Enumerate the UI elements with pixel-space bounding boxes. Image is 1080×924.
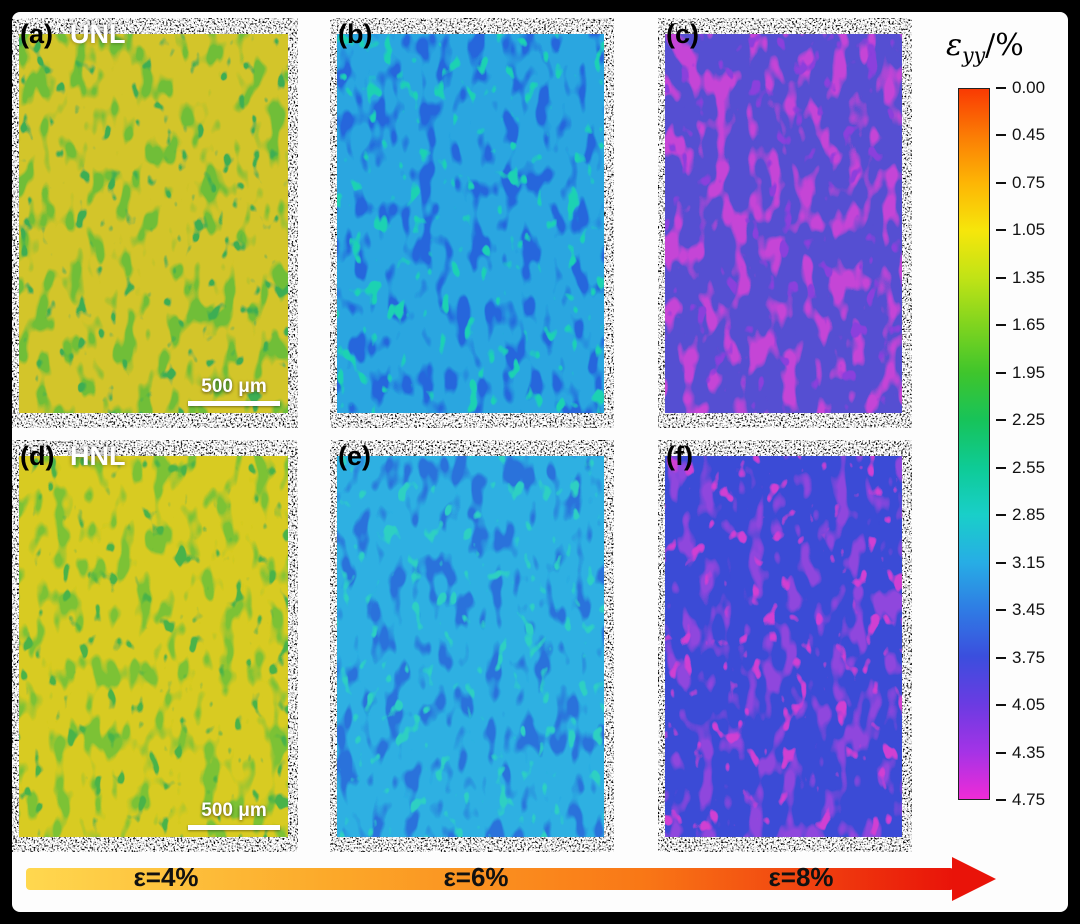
colorbar-tick-label: 4.05 xyxy=(1012,695,1046,715)
strain-map xyxy=(19,456,288,837)
strain-axis: ε=4% ε=6% ε=8% xyxy=(26,850,1040,906)
colorbar-tick: 3.45 xyxy=(996,600,1045,620)
scale-bar: 500 μm xyxy=(188,800,280,830)
panel-label-a: (a) xyxy=(20,19,53,49)
colorbar-tick: 1.05 xyxy=(996,220,1045,240)
colorbar-tick: 0.75 xyxy=(996,173,1045,193)
colorbar-tick-mark xyxy=(996,134,1006,137)
scale-bar-label: 500 μm xyxy=(201,800,267,821)
colorbar-tick-label: 2.55 xyxy=(1012,457,1046,477)
colorbar-tick: 4.35 xyxy=(996,743,1045,763)
colorbar-tick: 0.00 xyxy=(996,78,1045,98)
colorbar-tick-label: 3.15 xyxy=(1012,552,1046,572)
strain-map-panel: (c) xyxy=(658,18,912,428)
row-label-hnl: HNL xyxy=(70,441,126,471)
colorbar-tick-label: 1.35 xyxy=(1012,267,1046,287)
figure-canvas: (a) UNL 500 μm (b) (c) (d) HNL 500 μm (e… xyxy=(12,12,1068,912)
colorbar-tick-label: 2.85 xyxy=(1012,505,1046,525)
colorbar-gradient xyxy=(958,88,990,800)
colorbar-tick-label: 0.00 xyxy=(1012,78,1046,97)
colorbar-tick: 2.55 xyxy=(996,458,1045,478)
scale-bar: 500 μm xyxy=(188,376,280,406)
strain-map xyxy=(337,34,604,413)
scale-bar-line xyxy=(188,401,280,406)
colorbar-tick: 4.75 xyxy=(996,790,1045,810)
strain-map xyxy=(665,456,902,837)
strain-axis-label-4pct: ε=4% xyxy=(133,862,199,892)
colorbar-title-symbol: ε xyxy=(946,28,963,63)
strain-map-panel: (b) xyxy=(330,18,614,428)
colorbar-title-subscript: yy xyxy=(962,43,986,67)
colorbar-tick-label: 0.45 xyxy=(1012,125,1046,145)
colorbar-tick-label: 1.05 xyxy=(1012,220,1046,240)
panel-label-e: (e) xyxy=(338,441,371,471)
colorbar-tick-mark xyxy=(996,514,1006,517)
colorbar-tick-mark xyxy=(996,419,1006,422)
colorbar-tick-label: 0.75 xyxy=(1012,172,1046,192)
strain-map xyxy=(337,456,604,837)
colorbar-tick-mark xyxy=(996,799,1006,801)
colorbar-tick: 1.65 xyxy=(996,315,1045,335)
strain-map xyxy=(665,34,902,413)
panel-label-f: (f) xyxy=(666,441,693,471)
strain-arrow-head xyxy=(952,857,996,901)
colorbar-tick-label: 1.65 xyxy=(1012,315,1046,335)
colorbar-tick-mark xyxy=(996,561,1006,564)
panel-label-d: (d) xyxy=(20,441,55,471)
colorbar-tick-mark xyxy=(996,229,1006,232)
panel-label-c: (c) xyxy=(666,19,699,49)
colorbar-ticks: 0.00 0.45 0.75 1.05 1.35 1.65 1.95 2.25 … xyxy=(996,78,1072,809)
colorbar-tick-mark xyxy=(996,324,1006,327)
colorbar-tick-mark xyxy=(996,371,1006,374)
strain-map-panel: (a) UNL 500 μm xyxy=(12,18,298,428)
colorbar-tick-mark xyxy=(996,181,1006,184)
strain-map-panel: (f) xyxy=(658,440,912,852)
colorbar-tick: 3.15 xyxy=(996,553,1045,573)
colorbar-tick-mark xyxy=(996,609,1006,612)
strain-map-panel: (e) xyxy=(330,440,614,852)
colorbar-tick: 4.05 xyxy=(996,695,1045,715)
colorbar-tick-label: 4.35 xyxy=(1012,742,1046,762)
colorbar-tick: 1.35 xyxy=(996,268,1045,288)
strain-axis-label-6pct: ε=6% xyxy=(443,862,509,892)
colorbar-tick-label: 1.95 xyxy=(1012,362,1046,382)
strain-arrow-shaft xyxy=(26,868,954,890)
colorbar-title-unit: /% xyxy=(985,28,1024,63)
colorbar-tick: 2.85 xyxy=(996,505,1045,525)
strain-map-panel: (d) HNL 500 μm xyxy=(12,440,298,852)
colorbar-tick-label: 3.75 xyxy=(1012,647,1046,667)
strain-axis-label-8pct: ε=8% xyxy=(768,862,834,892)
colorbar-tick-mark xyxy=(996,87,1006,89)
colorbar-title: εyy/% xyxy=(946,28,1072,67)
colorbar-tick-mark xyxy=(996,656,1006,659)
colorbar-tick-mark xyxy=(996,276,1006,279)
colorbar-tick-label: 2.25 xyxy=(1012,410,1046,430)
colorbar-tick: 0.45 xyxy=(996,125,1045,145)
scale-bar-line xyxy=(188,825,280,830)
colorbar-tick-mark xyxy=(996,704,1006,707)
strain-map xyxy=(19,34,288,413)
colorbar-tick: 3.75 xyxy=(996,648,1045,668)
row-label-unl: UNL xyxy=(70,19,126,49)
panel-label-b: (b) xyxy=(338,19,373,49)
colorbar-tick: 2.25 xyxy=(996,410,1045,430)
colorbar-tick-label: 4.75 xyxy=(1012,790,1046,809)
colorbar-tick-mark xyxy=(996,466,1006,469)
colorbar-tick-label: 3.45 xyxy=(1012,600,1046,620)
colorbar-tick: 1.95 xyxy=(996,363,1045,383)
colorbar-tick-mark xyxy=(996,751,1006,754)
scale-bar-label: 500 μm xyxy=(201,376,267,397)
